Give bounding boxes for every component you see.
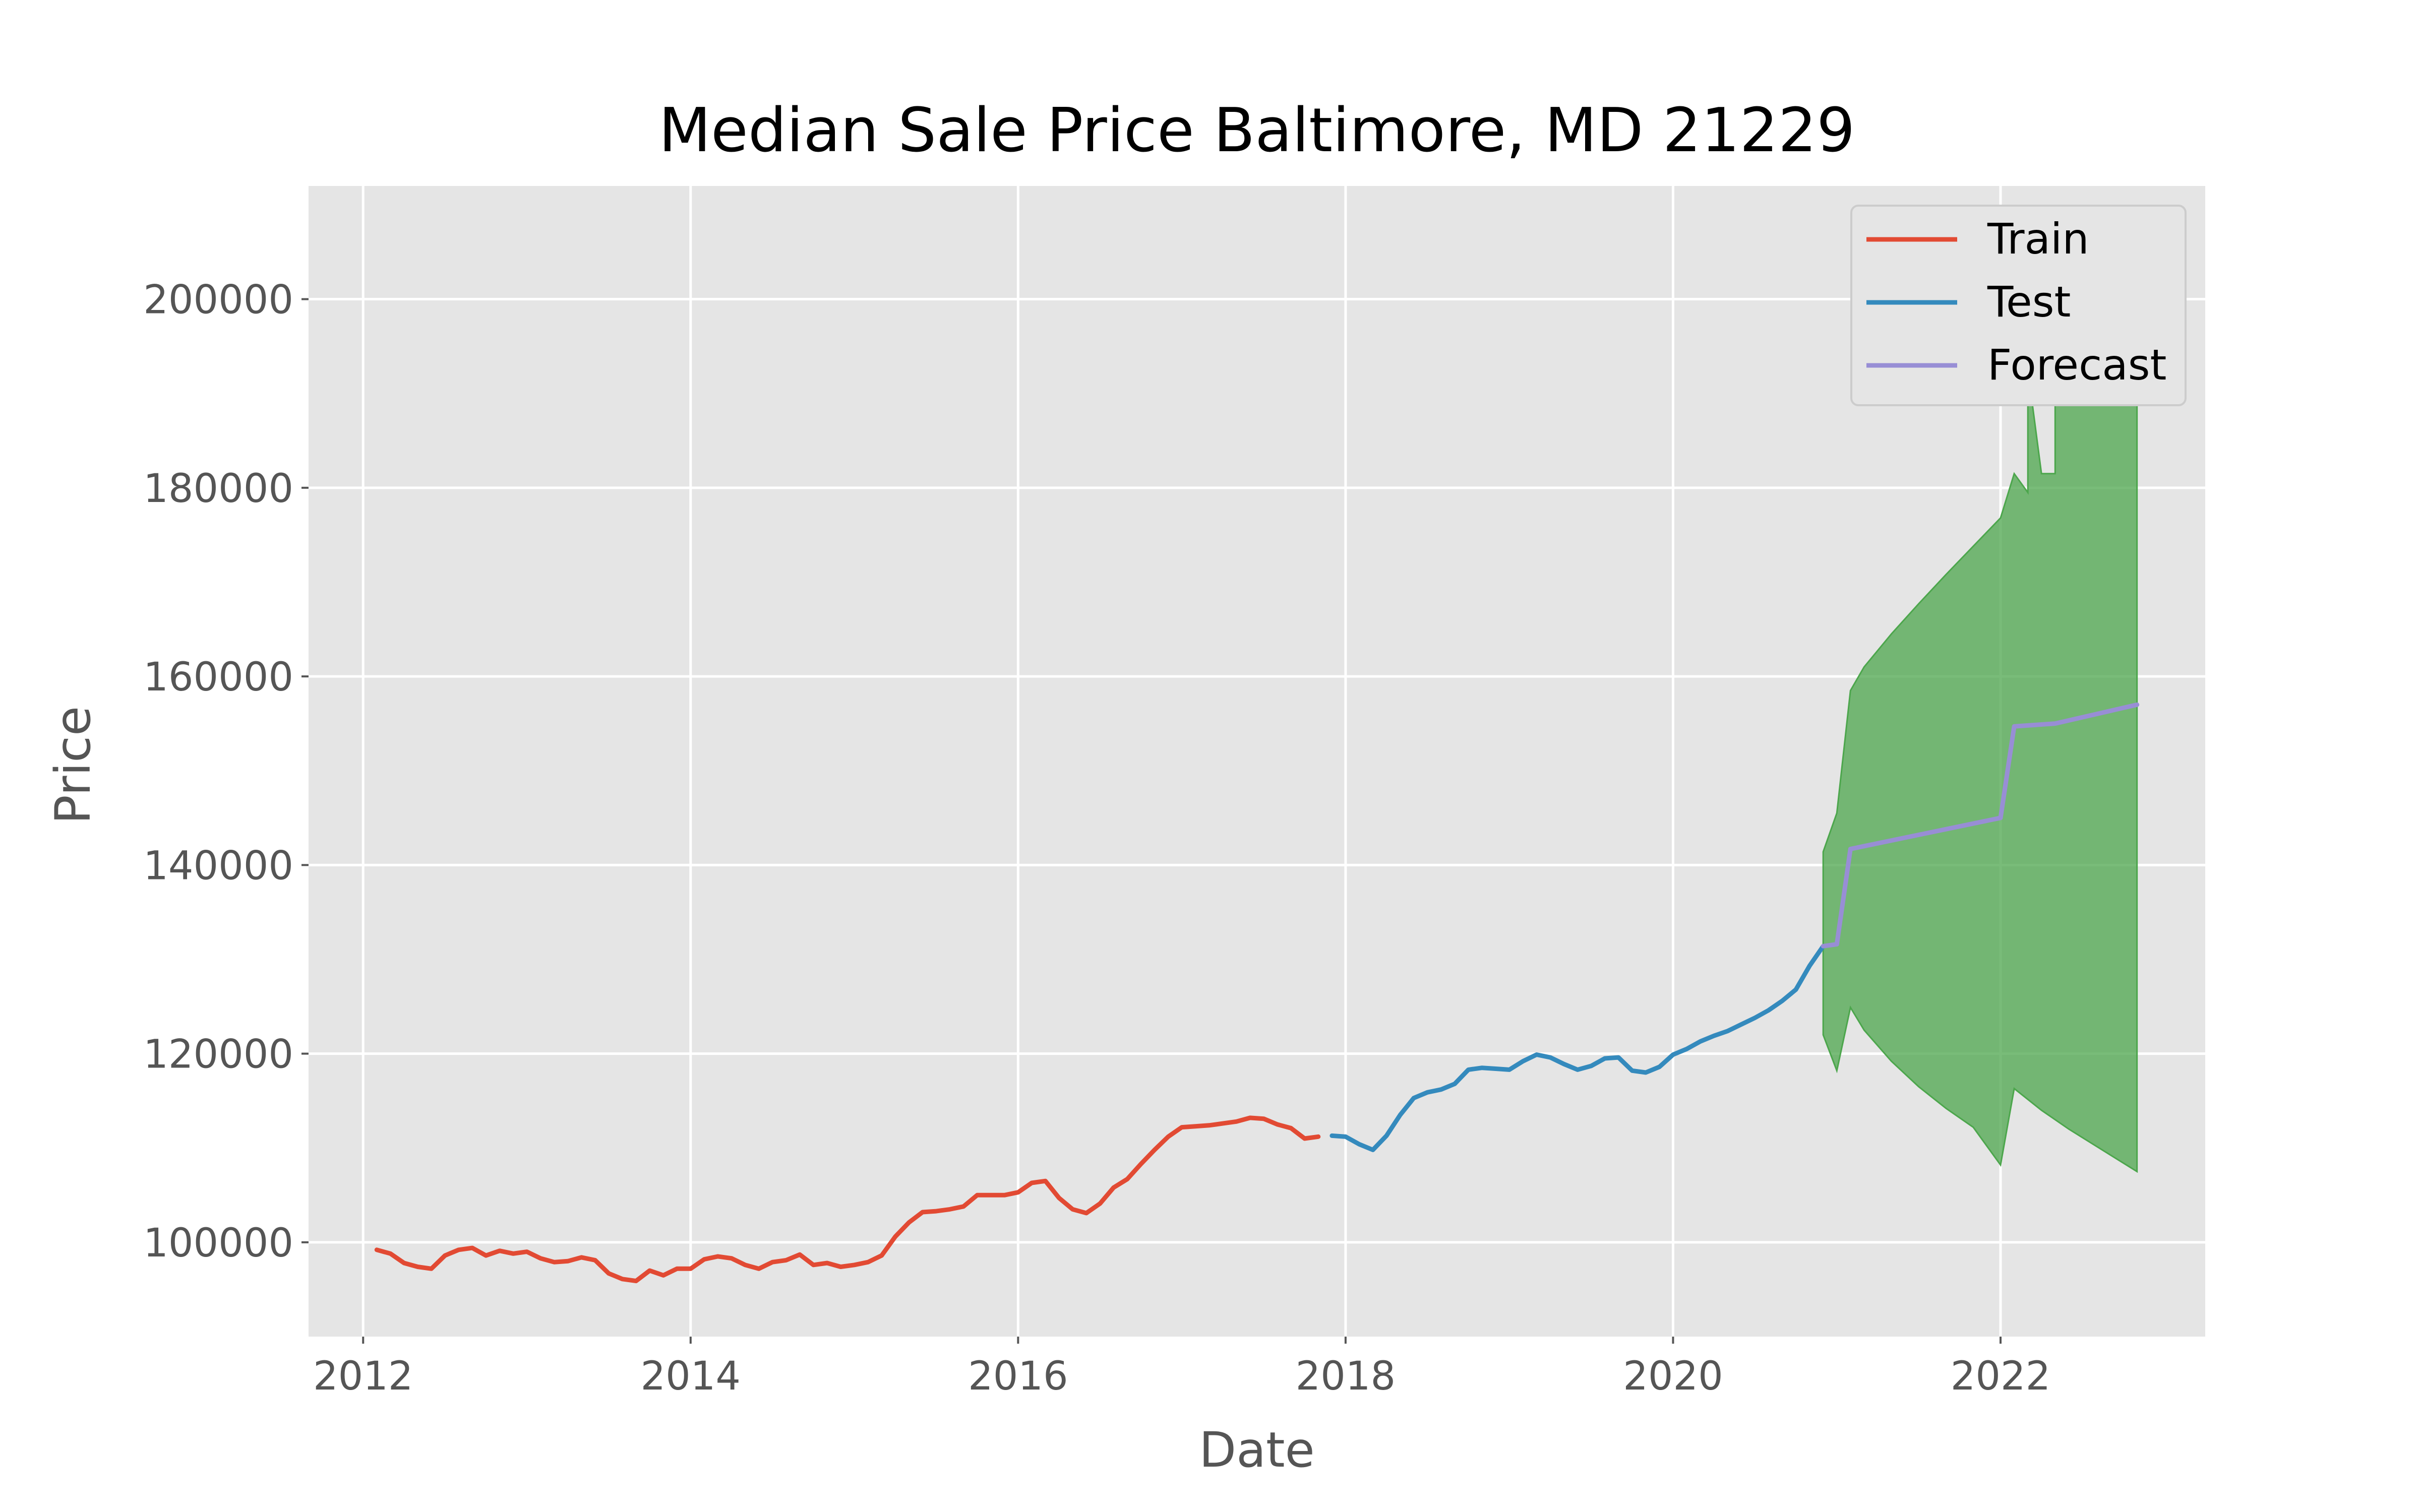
x-tick-label: 2020 (1623, 1354, 1723, 1399)
x-tick-label: 2022 (1951, 1354, 2051, 1399)
x-tick-label: 2018 (1296, 1354, 1396, 1399)
x-tick-label: 2012 (313, 1354, 413, 1399)
x-axis-label: Date (1199, 1422, 1314, 1478)
y-axis-label: Price (45, 706, 101, 824)
series-layer (374, 702, 2140, 1284)
x-axis: 2012 2014 2016 2018 2020 2022 (313, 1337, 2050, 1399)
series-line-train (374, 1115, 1321, 1284)
y-tick-label: 120000 (143, 1032, 293, 1078)
legend-label-test: Test (1987, 277, 2071, 327)
series-line-test (1329, 943, 1826, 1152)
y-tick-label: 180000 (143, 466, 293, 512)
y-tick-label: 100000 (143, 1221, 293, 1266)
y-tick-label: 200000 (143, 278, 293, 323)
legend-label-train: Train (1987, 214, 2089, 264)
legend: Train Test Forecast (1850, 205, 2187, 406)
y-tick-label: 140000 (143, 843, 293, 889)
legend-label-forecast: Forecast (1987, 340, 2166, 390)
x-tick-label: 2014 (641, 1354, 741, 1399)
x-tick-label: 2016 (968, 1354, 1068, 1399)
y-axis: 100000 120000 140000 160000 180000 200000 (143, 278, 309, 1266)
legend-box (1850, 205, 2187, 406)
y-tick-label: 160000 (143, 655, 293, 700)
series-line-forecast (1821, 702, 2140, 949)
chart-title: Median Sale Price Baltimore, MD 21229 (658, 96, 1855, 166)
